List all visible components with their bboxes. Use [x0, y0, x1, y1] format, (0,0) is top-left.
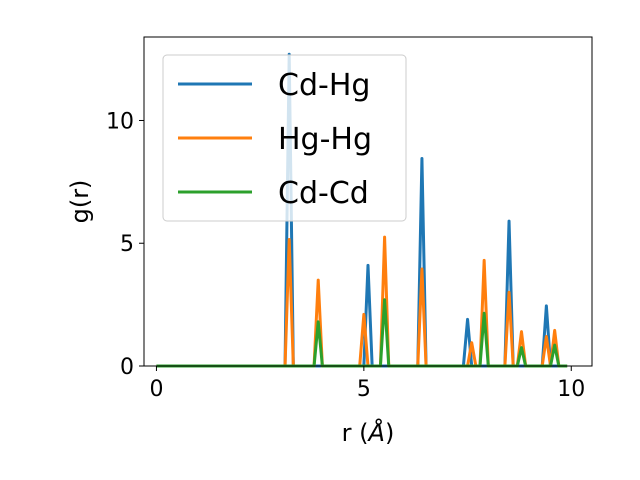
legend-frame — [162, 54, 407, 222]
x-tick-label-1: 5 — [357, 377, 371, 402]
series-line-2 — [156, 298, 568, 368]
y-axis-label: g(r) — [66, 180, 94, 224]
ticks-layer: 0 5 10 0 5 10 — [106, 109, 585, 402]
y-tick-label-0: 0 — [120, 355, 134, 380]
legend-label-0: Cd-Hg — [278, 68, 370, 103]
legend-label-2: Cd-Cd — [278, 176, 369, 211]
y-tick-label-2: 10 — [106, 109, 134, 134]
x-tick-label-2: 10 — [557, 377, 585, 402]
y-tick-label-1: 5 — [120, 232, 134, 257]
legend-label-1: Hg-Hg — [278, 122, 372, 157]
x-tick-label-0: 0 — [149, 377, 163, 402]
x-axis-label: r (Å) — [342, 418, 395, 447]
plot-frame — [143, 36, 593, 367]
legend: Cd-Hg Hg-Hg Cd-Cd — [162, 54, 407, 222]
